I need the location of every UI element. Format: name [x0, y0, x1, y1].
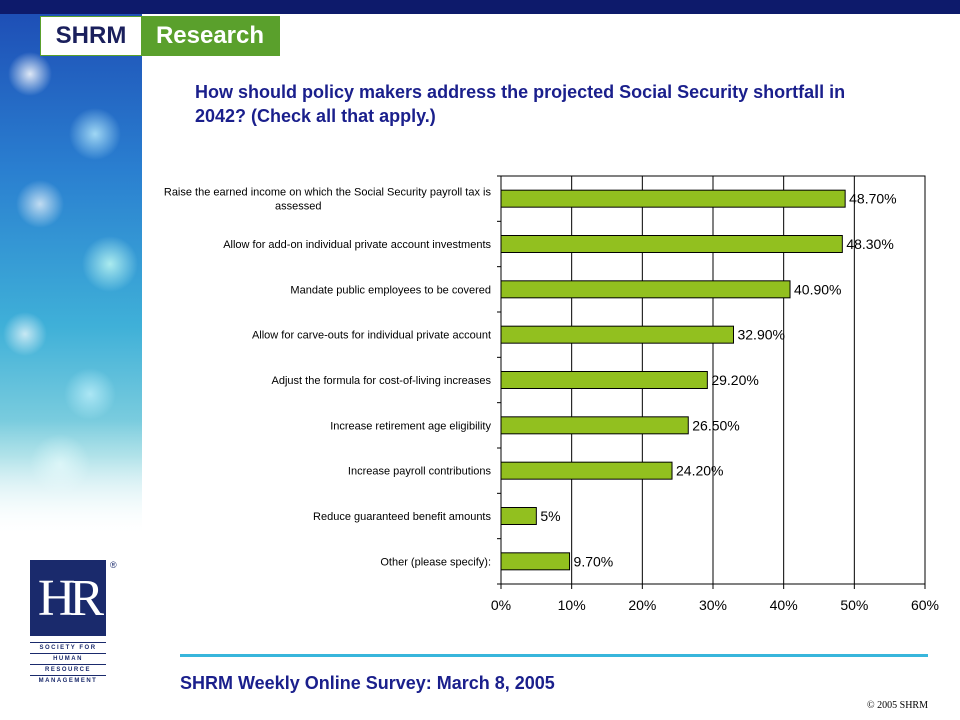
- bar: [500, 325, 734, 344]
- category-label: Increase retirement age eligibility: [330, 420, 491, 432]
- chart-bars: [500, 189, 846, 571]
- x-tick-label: 40%: [770, 597, 798, 613]
- hr-society-logo: HR ® SOCIETY FOR HUMAN RESOURCE MANAGEME…: [30, 560, 117, 698]
- footer-rule: [180, 654, 928, 657]
- data-label: 48.70%: [849, 191, 896, 207]
- logo-line-2: HUMAN: [30, 653, 106, 664]
- category-labels: Raise the earned income on which the Soc…: [164, 187, 492, 569]
- category-label-line-2: assessed: [275, 201, 321, 213]
- x-tick-label: 10%: [558, 597, 586, 613]
- data-label: 24.20%: [676, 463, 723, 479]
- copyright: © 2005 SHRM: [867, 700, 928, 711]
- bar: [500, 461, 673, 480]
- logo-line-4: MANAGEMENT: [30, 675, 106, 686]
- bar: [500, 507, 537, 525]
- data-label: 5%: [540, 508, 560, 524]
- bar: [500, 552, 571, 571]
- data-label: 29.20%: [711, 372, 758, 388]
- hr-logo-mark: HR: [30, 560, 106, 636]
- category-label: Other (please specify):: [380, 556, 491, 568]
- data-label: 40.90%: [794, 281, 841, 297]
- category-label: Raise the earned income on which the Soc…: [164, 187, 492, 199]
- data-label: 9.70%: [574, 553, 614, 569]
- x-tick-label: 60%: [911, 597, 939, 613]
- logo-line-1: SOCIETY FOR: [30, 642, 106, 653]
- bar: [500, 416, 689, 435]
- category-label: Allow for add-on individual private acco…: [223, 239, 491, 251]
- x-tick-label: 30%: [699, 597, 727, 613]
- data-labels: 48.70% 48.30% 40.90% 32.90% 29.20% 26.50% 24.2…: [540, 191, 896, 570]
- category-label: Reduce guaranteed benefit amounts: [313, 511, 491, 523]
- data-label: 26.50%: [692, 417, 739, 433]
- chart-title: How should policy makers address the pro…: [195, 82, 846, 126]
- survey-footer: SHRM Weekly Online Survey: March 8, 2005: [180, 673, 555, 693]
- bar: [500, 280, 791, 299]
- bar-chart: Raise the earned income on which the Soc…: [164, 175, 939, 613]
- category-label: Adjust the formula for cost-of-living in…: [272, 375, 492, 387]
- bar: [500, 371, 708, 389]
- category-label: Allow for carve-outs for individual priv…: [252, 330, 491, 342]
- brand-research: Research: [141, 17, 279, 55]
- brand-shrm: SHRM: [41, 17, 141, 55]
- logo-line-3: RESOURCE: [30, 664, 106, 675]
- bar: [500, 189, 846, 208]
- x-tick-label: 0%: [491, 597, 511, 613]
- registered-mark: ®: [110, 560, 117, 570]
- side-panel-fade: [0, 420, 142, 540]
- category-label: Increase payroll contributions: [348, 466, 492, 478]
- data-label: 48.30%: [846, 236, 893, 252]
- data-label: 32.90%: [737, 327, 784, 343]
- x-axis-ticks: 0% 10% 20% 30% 40% 50% 60%: [491, 597, 939, 613]
- x-tick-label: 50%: [840, 597, 868, 613]
- brand-logo: SHRM Research: [40, 16, 280, 56]
- bar: [500, 235, 843, 253]
- x-tick-label: 20%: [628, 597, 656, 613]
- top-bar: [0, 0, 960, 14]
- category-label: Mandate public employees to be covered: [290, 284, 491, 296]
